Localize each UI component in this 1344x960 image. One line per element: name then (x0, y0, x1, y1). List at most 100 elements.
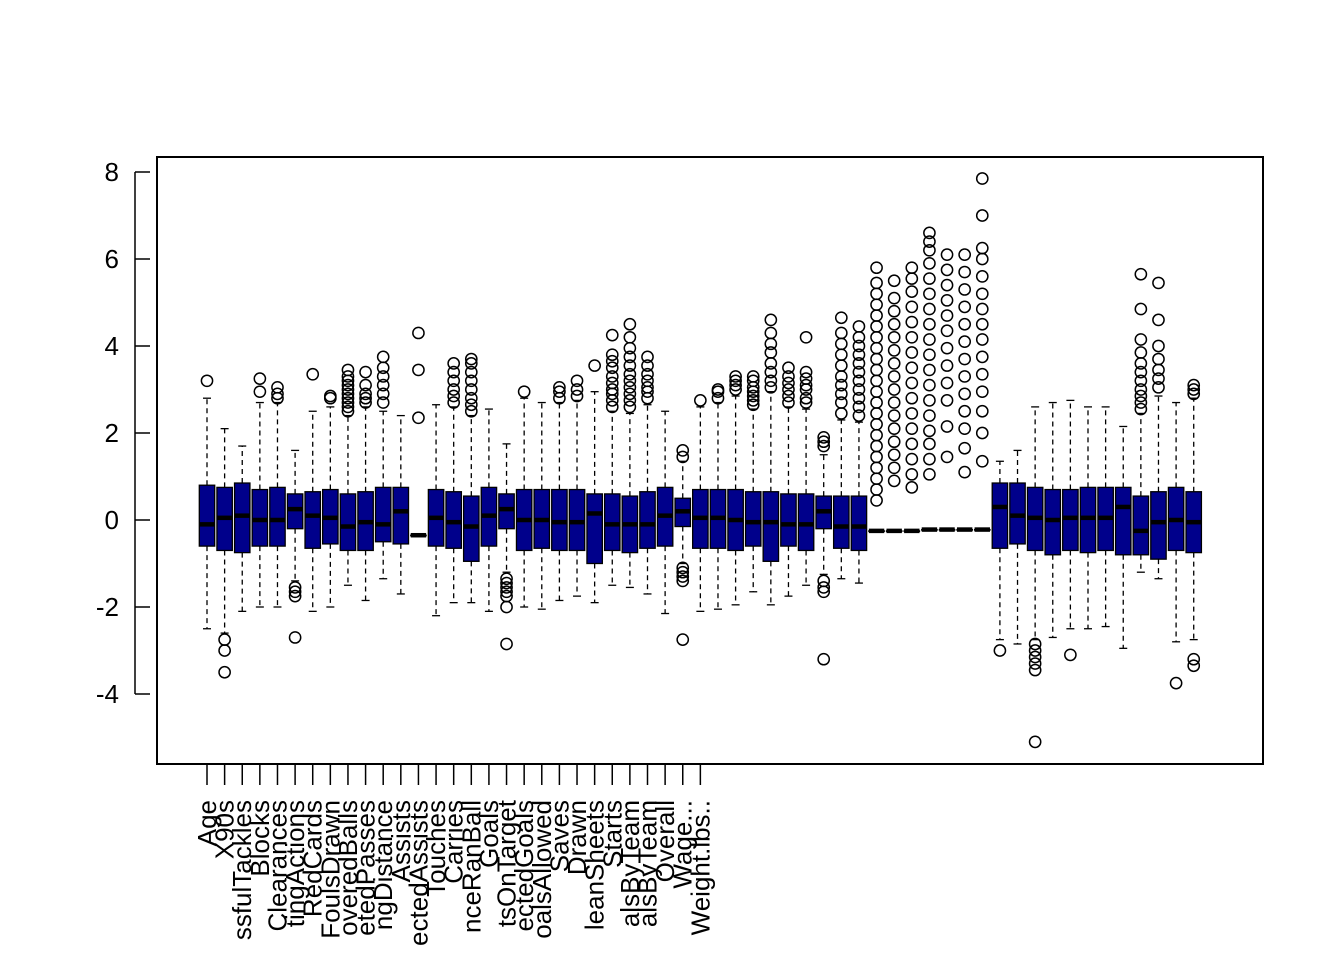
outlier-point (288, 589, 302, 603)
box-25 (621, 317, 639, 589)
outlier-point (905, 346, 919, 359)
outlier-point (940, 394, 954, 407)
iqr-box (832, 495, 850, 549)
outlier-point (799, 378, 813, 392)
outlier-point (1187, 378, 1201, 392)
outlier-point (764, 365, 778, 379)
outlier-point (887, 357, 901, 370)
outlier-point (729, 370, 742, 383)
outlier-point (975, 350, 989, 364)
outlier-point (341, 370, 355, 383)
box-1 (198, 374, 216, 630)
outlier-point (852, 357, 866, 370)
outlier-point (782, 361, 795, 375)
iqr-box (991, 482, 1009, 549)
outlier-point (852, 320, 866, 333)
box-49 (1044, 401, 1062, 639)
iqr-box (780, 493, 797, 547)
outlier-point (500, 637, 513, 651)
outlier-point (341, 391, 355, 405)
box-45 (973, 172, 991, 532)
outlier-point (464, 374, 478, 388)
outlier-point (605, 370, 619, 383)
box-23 (586, 359, 603, 604)
outlier-point (517, 385, 531, 399)
outlier-point (958, 335, 972, 348)
outlier-point (799, 391, 813, 405)
outlier-point (341, 400, 355, 414)
outlier-point (993, 644, 1007, 657)
outlier-point (341, 404, 355, 418)
outlier-point (711, 383, 725, 396)
box-50 (1062, 399, 1079, 662)
outlier-point (923, 437, 936, 451)
outlier-point (782, 389, 795, 403)
x-tick-label: ectedGoals (509, 800, 539, 932)
outlier-point (641, 367, 654, 381)
outlier-point (764, 346, 778, 359)
box-44 (956, 248, 974, 532)
outlier-point (288, 631, 302, 644)
box-10 (357, 365, 374, 602)
x-tick-label: overedBalls (333, 800, 363, 936)
iqr-box (1132, 495, 1150, 556)
x-tick-label: tsOnTarget (492, 799, 522, 927)
outlier-point (623, 394, 637, 407)
outlier-point (500, 585, 513, 599)
box-54 (1132, 267, 1150, 573)
outlier-point (746, 370, 760, 383)
box-41 (903, 261, 921, 534)
outlier-point (676, 570, 690, 583)
outlier-point (923, 257, 936, 270)
x-tick-label: oalsAllowed (527, 800, 557, 939)
outlier-point (923, 226, 936, 240)
outlier-point (694, 394, 707, 407)
outlier-point (271, 387, 284, 401)
outlier-point (500, 600, 513, 614)
outlier-point (975, 333, 989, 346)
box-32 (744, 370, 762, 593)
x-tick-label: Age (192, 800, 222, 846)
y-tick-label: -2 (96, 592, 119, 622)
outlier-point (887, 448, 901, 462)
x-tick-label: FoulsDrawn (315, 800, 345, 939)
outlier-point (623, 387, 637, 401)
box-33 (762, 313, 780, 606)
outlier-point (464, 398, 478, 412)
outlier-point (782, 396, 795, 409)
outlier-point (817, 585, 831, 599)
outlier-point (641, 359, 654, 372)
outlier-point (288, 581, 302, 594)
outlier-point (447, 374, 461, 388)
outlier-point (1169, 676, 1183, 690)
box-39 (868, 261, 885, 534)
outlier-point (1134, 374, 1148, 388)
outlier-point (1187, 652, 1201, 666)
outlier-point (958, 352, 972, 366)
outlier-point (1152, 380, 1165, 394)
iqr-box (374, 486, 392, 543)
outlier-point (923, 287, 936, 301)
outlier-point (1028, 663, 1042, 677)
y-axis: -4 -2 0 2 4 6 8 (96, 157, 150, 709)
outlier-point (341, 396, 355, 409)
box-7 (304, 367, 322, 612)
outlier-point (958, 300, 972, 314)
outlier-point (764, 326, 778, 340)
box-43 (938, 248, 956, 532)
outlier-point (887, 291, 901, 305)
outlier-point (1187, 387, 1201, 401)
outlier-point (940, 309, 954, 322)
outlier-point (923, 363, 936, 377)
outlier-point (940, 341, 954, 355)
x-tick-label: Clearances (262, 800, 292, 932)
outlier-point (1134, 302, 1148, 316)
box-27 (656, 410, 674, 615)
box-56 (1167, 401, 1185, 690)
outlier-point (570, 389, 584, 403)
outlier-point (605, 383, 619, 396)
outlier-point (940, 420, 954, 433)
outlier-point (359, 378, 372, 392)
y-tick-label: 0 (105, 505, 119, 535)
outlier-point (940, 359, 954, 372)
